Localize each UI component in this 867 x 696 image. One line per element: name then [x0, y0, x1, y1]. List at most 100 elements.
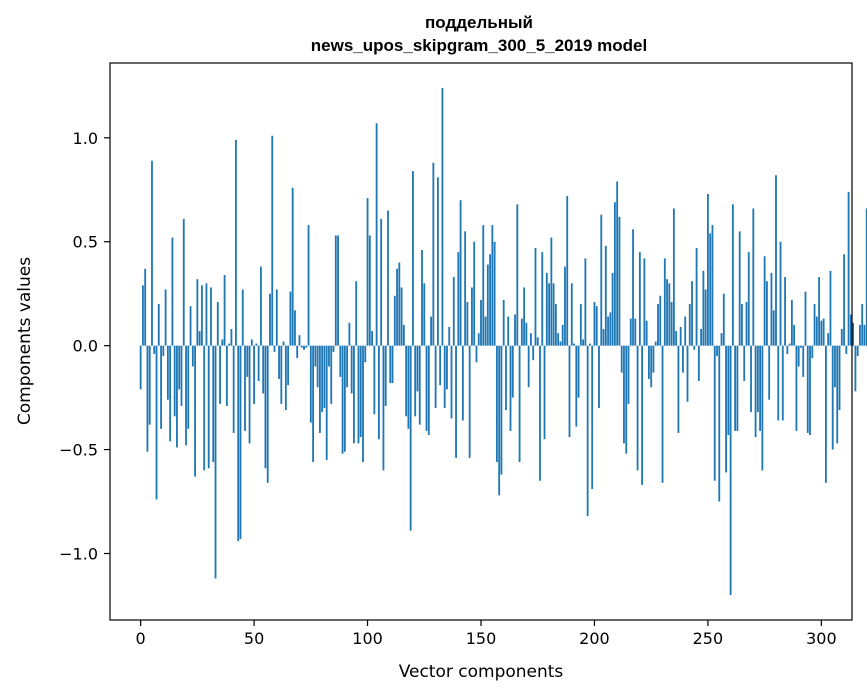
bar — [611, 272, 614, 346]
x-axis-label: Vector components — [399, 662, 564, 682]
bar — [589, 343, 591, 346]
bar — [691, 281, 693, 346]
bar — [806, 345, 809, 433]
bar — [271, 135, 274, 346]
bar — [205, 283, 208, 346]
bar — [477, 333, 480, 346]
bar — [561, 324, 564, 346]
bar — [275, 289, 278, 346]
bar — [366, 198, 369, 346]
bar — [409, 345, 412, 531]
bar — [527, 345, 530, 388]
bar — [430, 316, 432, 346]
bar — [427, 345, 430, 436]
bar — [318, 345, 321, 433]
bar — [371, 331, 373, 346]
bar — [641, 345, 644, 485]
bar — [729, 345, 732, 596]
bar — [781, 345, 784, 421]
bar — [439, 345, 442, 386]
bar — [511, 345, 514, 398]
bar — [482, 225, 485, 346]
bar — [800, 345, 802, 348]
bar — [200, 285, 203, 346]
bar — [602, 329, 605, 346]
bar — [164, 289, 167, 346]
bar — [237, 345, 240, 542]
bar — [582, 339, 585, 346]
bar — [766, 281, 768, 346]
plot-frame — [109, 62, 853, 621]
bar — [269, 293, 271, 346]
bar — [784, 277, 786, 346]
bar — [421, 250, 423, 346]
bar — [316, 345, 319, 388]
bar — [695, 247, 698, 346]
bar — [632, 229, 634, 346]
bar — [752, 208, 755, 346]
bar — [235, 139, 237, 346]
bar — [557, 333, 560, 346]
bar — [530, 333, 532, 346]
bar — [688, 304, 691, 346]
bar — [423, 283, 426, 346]
bar — [600, 214, 603, 346]
bar — [212, 345, 215, 463]
bar — [300, 345, 303, 348]
bar — [648, 345, 650, 379]
bar — [820, 320, 823, 346]
x-tick-label: 150 — [466, 629, 497, 648]
bar — [502, 299, 505, 346]
bar — [654, 341, 657, 346]
bar — [643, 258, 646, 346]
bar — [155, 345, 158, 500]
bar — [668, 283, 671, 346]
bar — [452, 277, 455, 346]
bar — [405, 345, 408, 417]
bar — [389, 345, 392, 384]
bar — [818, 277, 821, 346]
bar — [718, 345, 721, 502]
bar — [566, 196, 569, 346]
bar — [484, 316, 487, 346]
bar — [804, 291, 807, 346]
bar — [391, 345, 394, 384]
bar — [330, 345, 333, 404]
bar — [187, 345, 190, 429]
bar — [353, 345, 355, 444]
bar — [809, 345, 811, 436]
bar — [570, 283, 573, 346]
bar — [788, 343, 791, 346]
bar — [468, 345, 471, 458]
bar — [797, 345, 800, 367]
bars-group — [139, 87, 867, 596]
bar — [523, 287, 526, 346]
bar — [178, 345, 181, 390]
bar — [414, 345, 417, 417]
bar — [505, 345, 507, 411]
bar — [745, 302, 748, 346]
bar — [298, 335, 301, 346]
bar — [559, 341, 562, 346]
bar — [396, 268, 398, 346]
bar — [393, 295, 396, 346]
bar — [770, 272, 773, 346]
bar — [375, 123, 378, 346]
bar — [790, 299, 793, 346]
bar — [171, 237, 174, 346]
bar — [634, 318, 637, 346]
bar — [169, 345, 172, 442]
bar — [141, 285, 144, 346]
bar — [813, 304, 816, 346]
bar — [230, 329, 233, 346]
x-tick-label: 300 — [806, 629, 837, 648]
bar — [731, 204, 734, 346]
bar — [282, 341, 285, 346]
bar — [586, 345, 589, 517]
bar — [250, 339, 253, 346]
bar — [166, 345, 169, 400]
bar — [412, 171, 414, 346]
bar — [332, 345, 335, 352]
bar — [638, 252, 641, 346]
